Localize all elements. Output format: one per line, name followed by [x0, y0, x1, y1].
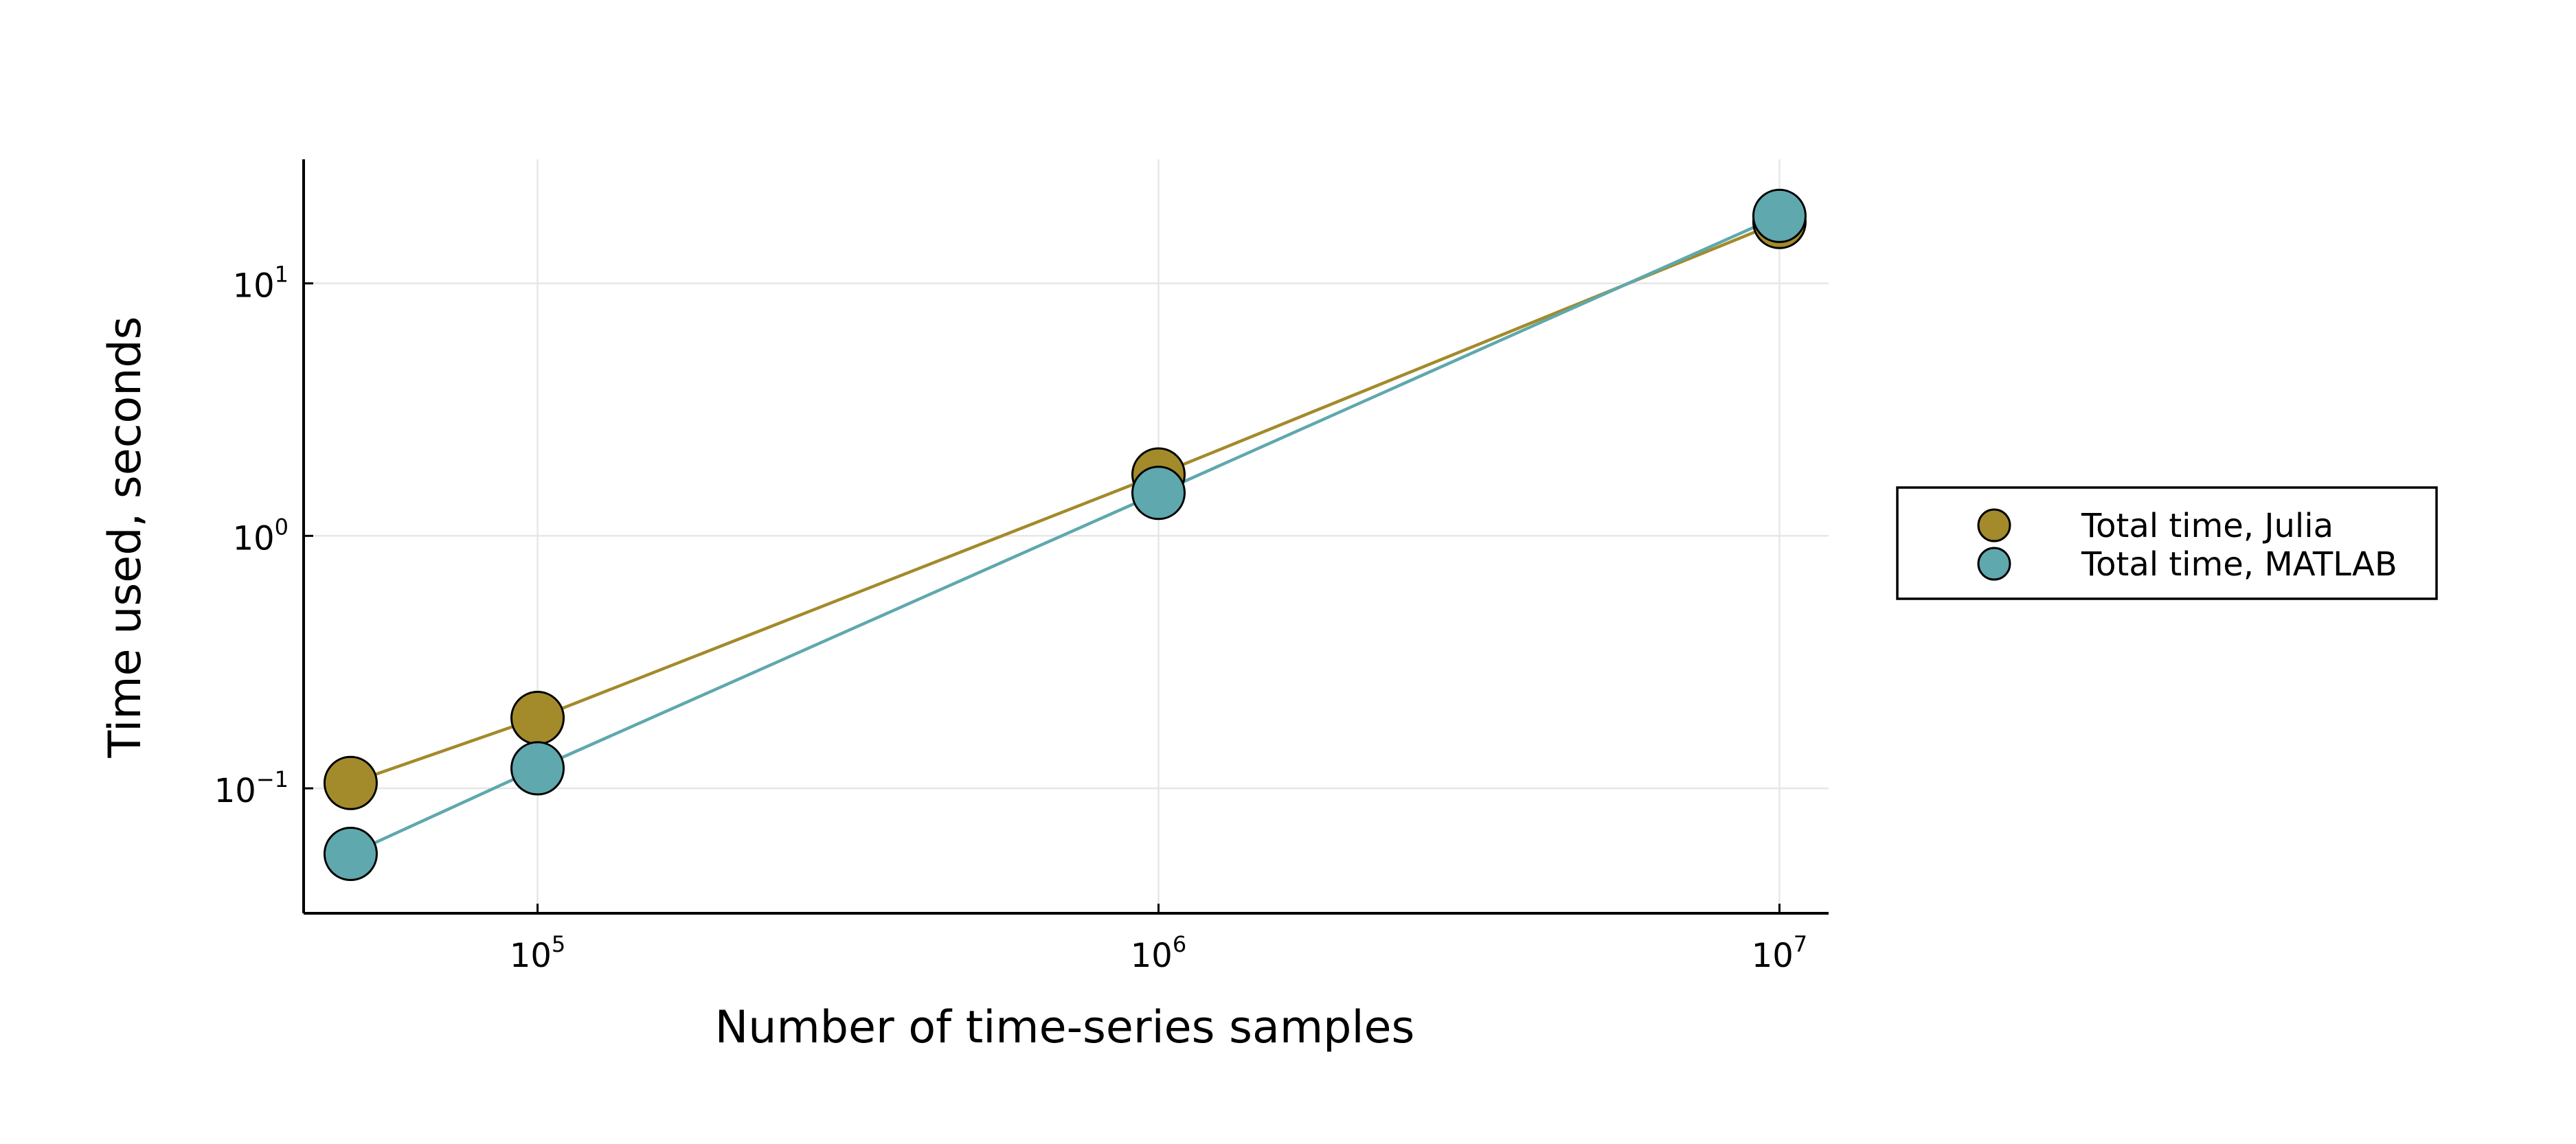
- series-layer: [323, 188, 1807, 882]
- y-tick-label: 10−1: [214, 766, 289, 810]
- x-tick-label: 105: [510, 931, 565, 975]
- legend-item: Total time, Julia: [1977, 507, 2334, 545]
- data-point: [510, 691, 565, 746]
- series-0: [350, 220, 1781, 785]
- legend-label: Total time, Julia: [2081, 507, 2334, 545]
- grid: [304, 159, 1829, 913]
- legend-item: Total time, MATLAB: [1977, 545, 2397, 584]
- data-point: [323, 755, 378, 810]
- y-tick-label: 101: [233, 262, 289, 306]
- series-markers-0: [323, 194, 1807, 810]
- x-axis-title: Number of time-series samples: [715, 1002, 1415, 1053]
- x-tick-label: 106: [1131, 931, 1186, 975]
- x-tick-label: 107: [1752, 931, 1807, 975]
- series-line: [350, 214, 1781, 856]
- data-point: [1131, 466, 1186, 520]
- series-markers-1: [323, 188, 1807, 882]
- series-1: [350, 214, 1781, 856]
- legend-marker: [1977, 508, 2011, 542]
- data-point: [1752, 188, 1807, 243]
- series-line: [350, 220, 1781, 785]
- y-tick-label: 100: [233, 514, 289, 558]
- legend-box: [1896, 486, 2438, 600]
- data-point: [323, 827, 378, 882]
- legend-label: Total time, MATLAB: [2081, 545, 2397, 584]
- data-point: [510, 741, 565, 796]
- y-axis-title: Time used, seconds: [100, 316, 151, 758]
- tick-labels: 105 106 107 10−1 100 101: [214, 262, 1807, 975]
- legend-marker: [1977, 547, 2011, 581]
